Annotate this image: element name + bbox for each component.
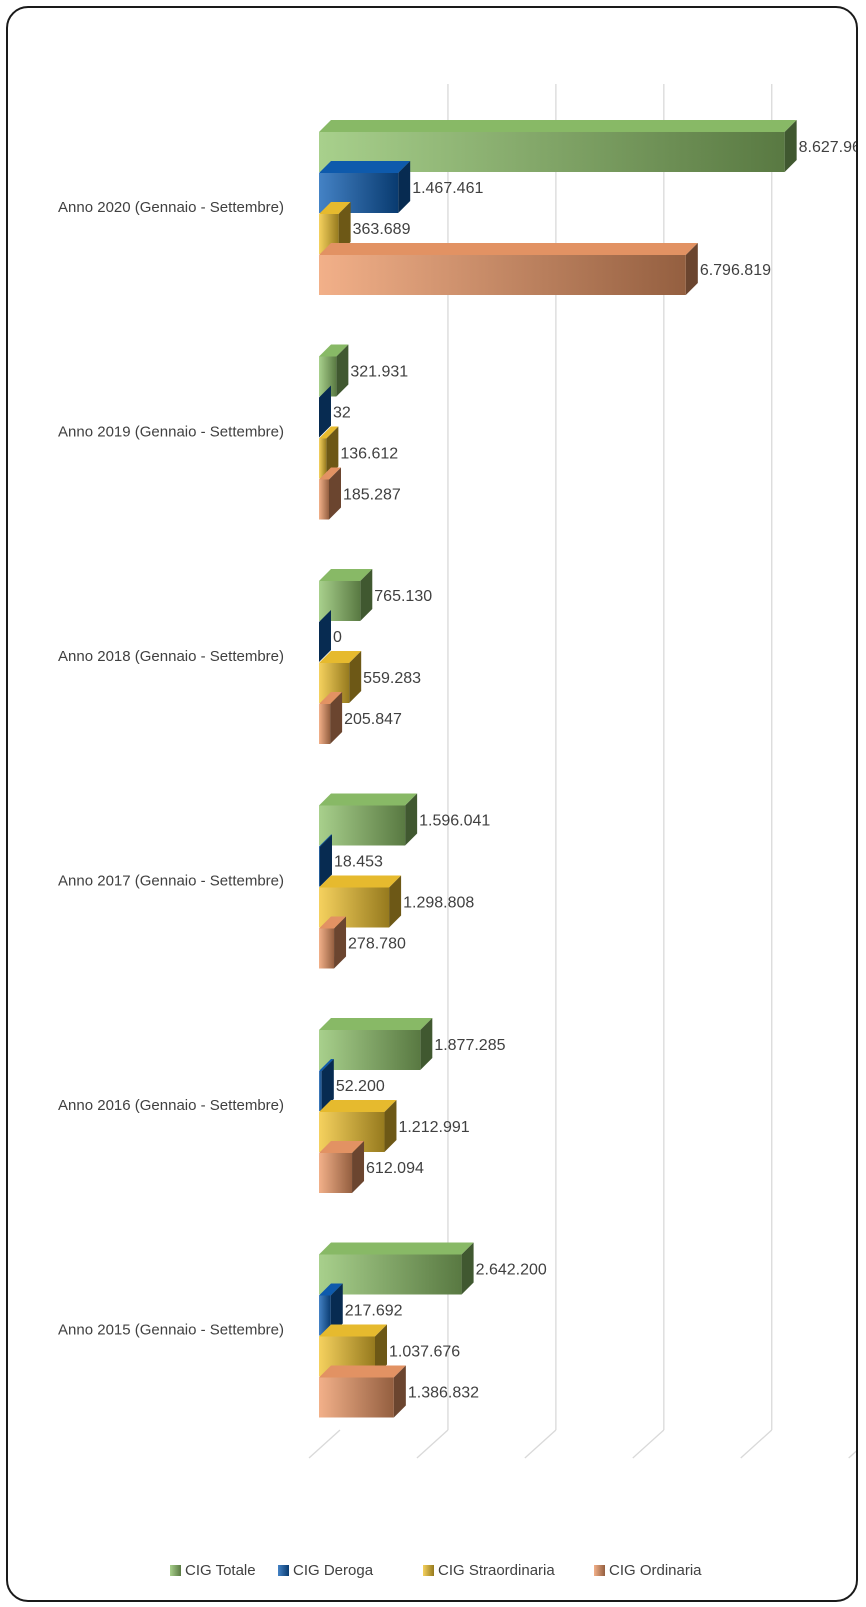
bar-chart: 8.627.969 1.467.461 363.689 6.796.819 321.93… [58,84,858,1579]
data-label: 1.877.285 [434,1037,505,1054]
chart-frame: 8.627.969 1.467.461 363.689 6.796.819 321.93… [6,6,858,1602]
data-label: 185.287 [343,487,401,504]
data-label: 217.692 [345,1303,403,1320]
bar [319,569,373,621]
category-label: Anno 2015 (Gennaio - Settembre) [58,1321,284,1338]
bar [319,344,349,397]
data-label: 1.037.676 [389,1344,460,1361]
gridline-floor [848,1450,856,1459]
data-label: 765.130 [374,588,432,605]
bar [319,875,402,928]
data-label: 1.386.832 [408,1385,479,1402]
gridline-floor [416,1429,449,1459]
data-label: 136.612 [340,446,398,463]
category-label: Anno 2017 (Gennaio - Settembre) [58,872,284,889]
data-label: 8.627.969 [799,139,858,156]
category-labels: Anno 2020 (Gennaio - Settembre) Anno 2019… [58,199,284,1339]
data-label: 559.283 [363,670,421,687]
bars [319,120,797,1418]
data-label: 1.298.808 [403,895,474,912]
legend-item: CIG Ordinaria [594,1562,702,1579]
data-label: 1.467.461 [412,180,483,197]
data-label: 1.596.041 [419,813,490,830]
bar [319,1018,433,1070]
legend-item: CIG Totale [170,1562,256,1579]
bar [319,793,418,846]
bar [319,385,332,438]
data-label: 52.200 [336,1078,385,1095]
legend-swatch [594,1565,605,1576]
bar [319,1242,474,1295]
legend-swatch [423,1565,434,1576]
data-label: 205.847 [344,711,402,728]
data-label: 18.453 [334,854,383,871]
bar [319,161,411,213]
bar [319,651,362,703]
data-label: 32 [333,405,351,422]
bar [319,243,698,295]
bar [319,610,331,662]
gridlines [308,84,856,1459]
gridline-floor [632,1429,665,1459]
category-label: Anno 2016 (Gennaio - Settembre) [58,1097,284,1114]
legend-label: CIG Deroga [293,1562,374,1579]
data-labels: 8.627.969 1.467.461 363.689 6.796.819 321.93… [333,139,858,1402]
data-label: 278.780 [348,936,406,953]
legend-label: CIG Ordinaria [609,1562,702,1579]
gridline-floor [308,1429,341,1459]
data-label: 321.931 [350,364,408,381]
category-label: Anno 2019 (Gennaio - Settembre) [58,423,284,440]
data-label: 2.642.200 [476,1262,547,1279]
bar [319,426,339,479]
bar [319,692,343,744]
category-label: Anno 2018 (Gennaio - Settembre) [58,648,284,665]
legend-swatch [278,1565,289,1576]
bar [319,1283,343,1336]
bar [319,1059,334,1111]
gridline-floor [740,1429,773,1459]
bar [319,916,347,969]
legend: CIG Totale CIG Deroga CIG Straordinaria CIG… [170,1562,702,1579]
data-label: 612.094 [366,1160,424,1177]
data-label: 1.212.991 [398,1119,469,1136]
legend-swatch [170,1565,181,1576]
legend-item: CIG Deroga [278,1562,374,1579]
bar [319,1365,406,1418]
bar [319,1141,365,1193]
data-label: 0 [333,629,342,646]
legend-item: CIG Straordinaria [423,1562,555,1579]
legend-label: CIG Straordinaria [438,1562,555,1579]
legend-label: CIG Totale [185,1562,256,1579]
data-label: 6.796.819 [700,262,771,279]
bar [319,467,341,520]
gridline-floor [524,1429,557,1459]
category-label: Anno 2020 (Gennaio - Settembre) [58,199,284,216]
bar [319,834,332,887]
data-label: 363.689 [353,221,411,238]
